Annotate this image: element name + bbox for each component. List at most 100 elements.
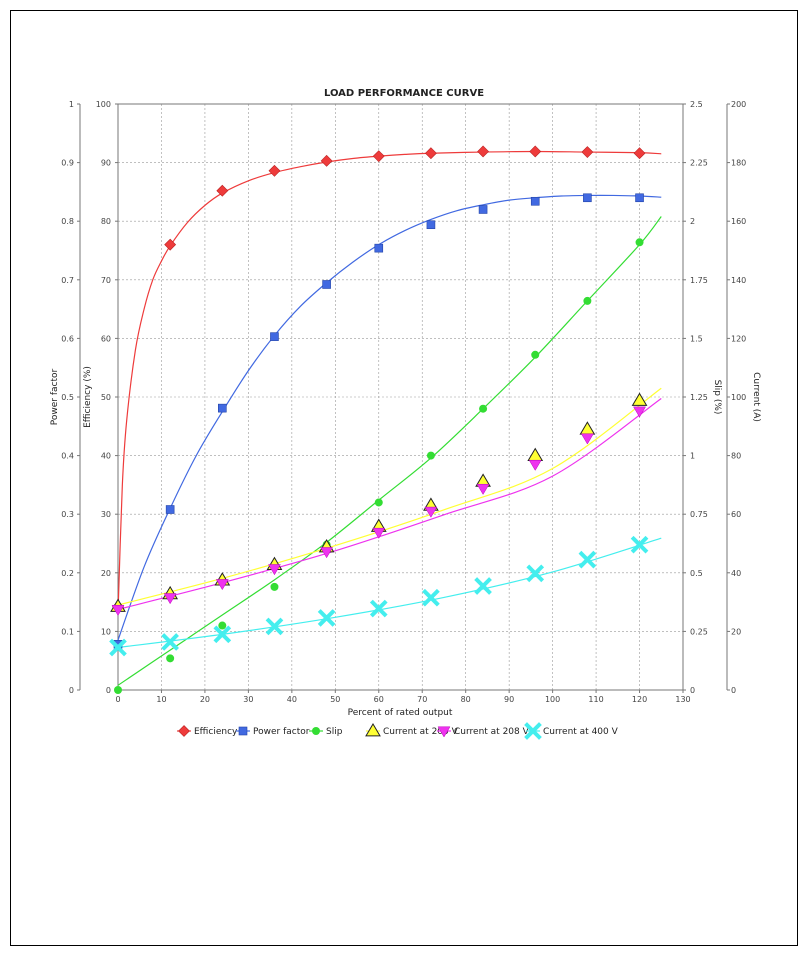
legend-label: Efficiency (194, 727, 238, 737)
data-point-current-at-400-v (630, 535, 649, 554)
data-point-current-at-208-v (633, 406, 646, 418)
data-point-current-at-400-v (578, 550, 597, 569)
legend-item-slip: Slip (309, 727, 343, 737)
power_factor-tick-label: 0.6 (61, 334, 74, 343)
data-point-current-at-400-v (369, 599, 388, 618)
slip-tick-label: 0.25 (690, 627, 708, 636)
current-tick-label: 0 (731, 686, 736, 695)
legend-marker (238, 726, 248, 736)
series-line-slip (117, 216, 662, 686)
x-axis-label: Percent of rated output (348, 708, 453, 718)
data-point-efficiency (581, 146, 594, 158)
current-tick-label: 60 (731, 510, 741, 519)
axes: 0 10 20 30 40 50 60 70 80 90 100 110 120 13000.10.20.… (61, 100, 746, 704)
legend-label: Power factor (253, 727, 310, 737)
data-point-current-at-400-v (109, 638, 127, 657)
data-point-current-at-208-v (424, 506, 438, 518)
data-point-power-factor (478, 205, 488, 214)
slip-tick-label: 1.25 (690, 393, 708, 402)
legend: Efficiency Power factor Slip Current at 200… (177, 722, 619, 740)
current-tick-label: 40 (731, 569, 741, 578)
data-point-current-at-400-v (317, 609, 336, 627)
slip-tick-label: 0.5 (690, 569, 703, 578)
trend-lines (117, 150, 662, 686)
data-point-current-at-400-v (422, 588, 440, 607)
x-tick-label: 120 (632, 695, 647, 704)
power_factor-tick-label: 0.2 (61, 569, 74, 578)
efficiency-tick-label: 40 (101, 452, 111, 461)
legend-label: Current at 200 V (383, 727, 459, 737)
data-point-power-factor (583, 193, 592, 203)
data-point-power-factor (322, 280, 331, 289)
power_factor-tick-label: 0.5 (61, 393, 74, 402)
data-point-slip (114, 686, 122, 694)
data-point-current-at-208-v (163, 593, 177, 605)
data-point-slip (374, 498, 383, 507)
data-point-current-at-200-v (579, 421, 596, 435)
power_factor-tick-label: 0.7 (61, 276, 74, 285)
data-point-slip (218, 621, 227, 630)
data-point-power-factor (270, 332, 279, 341)
current-tick-label: 120 (731, 334, 746, 343)
power-factor-axis-label: Power factor (50, 368, 60, 425)
data-point-efficiency (424, 147, 437, 160)
power_factor-tick-label: 0.4 (61, 452, 74, 461)
efficiency-tick-label: 50 (101, 393, 111, 402)
data-point-efficiency (320, 154, 333, 167)
legend-item-current-at-208-v: Current at 208 V (437, 726, 530, 738)
current-tick-label: 200 (731, 100, 746, 109)
slip-tick-label: 2 (690, 217, 695, 226)
slip-tick-label: 2.5 (690, 100, 703, 109)
data-point-power-factor (374, 243, 384, 253)
efficiency-tick-label: 60 (101, 334, 111, 343)
data-point-slip (426, 451, 435, 460)
data-point-current-at-208-v (215, 579, 229, 591)
data-point-efficiency (372, 150, 385, 163)
grid (117, 103, 684, 691)
data-point-current-at-400-v (265, 617, 284, 636)
data-point-slip (583, 296, 592, 305)
current-tick-label: 140 (731, 276, 746, 285)
legend-marker (524, 722, 542, 740)
efficiency-axis-label: Efficiency (%) (83, 366, 93, 428)
efficiency-tick-label: 30 (101, 510, 111, 519)
legend-item-power-factor: Power factor (236, 726, 310, 737)
x-tick-label: 10 (156, 695, 166, 704)
legend-item-efficiency: Efficiency (177, 725, 238, 737)
slip-tick-label: 1 (690, 452, 695, 461)
x-tick-label: 110 (588, 695, 603, 704)
current-tick-label: 20 (731, 627, 741, 636)
data-point-current-at-208-v (268, 564, 281, 576)
x-tick-label: 70 (417, 695, 427, 704)
x-tick-label: 90 (504, 695, 514, 704)
power_factor-tick-label: 0.1 (61, 627, 74, 636)
data-point-efficiency (164, 238, 177, 251)
current-tick-label: 180 (731, 159, 746, 168)
data-point-current-at-208-v (372, 527, 386, 539)
legend-label: Current at 400 V (543, 727, 619, 737)
data-point-efficiency (268, 164, 281, 177)
data-point-current-at-200-v (631, 392, 648, 406)
data-point-slip (166, 654, 175, 663)
legend-label: Current at 208 V (454, 727, 530, 737)
efficiency-tick-label: 80 (101, 217, 111, 226)
data-point-power-factor (218, 403, 227, 413)
x-tick-label: 130 (675, 695, 690, 704)
efficiency-tick-label: 20 (101, 569, 111, 578)
data-point-efficiency (477, 145, 490, 158)
series-line-current-at-208-v (117, 397, 662, 611)
slip-tick-label: 1.75 (690, 276, 708, 285)
data-point-current-at-400-v (213, 625, 232, 644)
series-line-efficiency (117, 150, 662, 614)
legend-item-current-at-200-v: Current at 200 V (365, 723, 459, 737)
data-point-current-at-208-v (320, 547, 334, 559)
legend-item-current-at-400-v: Current at 400 V (524, 722, 619, 740)
x-tick-label: 40 (287, 695, 297, 704)
data-point-current-at-208-v (111, 604, 125, 616)
data-point-power-factor (165, 505, 175, 514)
power_factor-tick-label: 0 (69, 686, 74, 695)
data-markers (109, 145, 649, 694)
data-point-efficiency (216, 184, 229, 197)
legend-marker (312, 727, 320, 735)
